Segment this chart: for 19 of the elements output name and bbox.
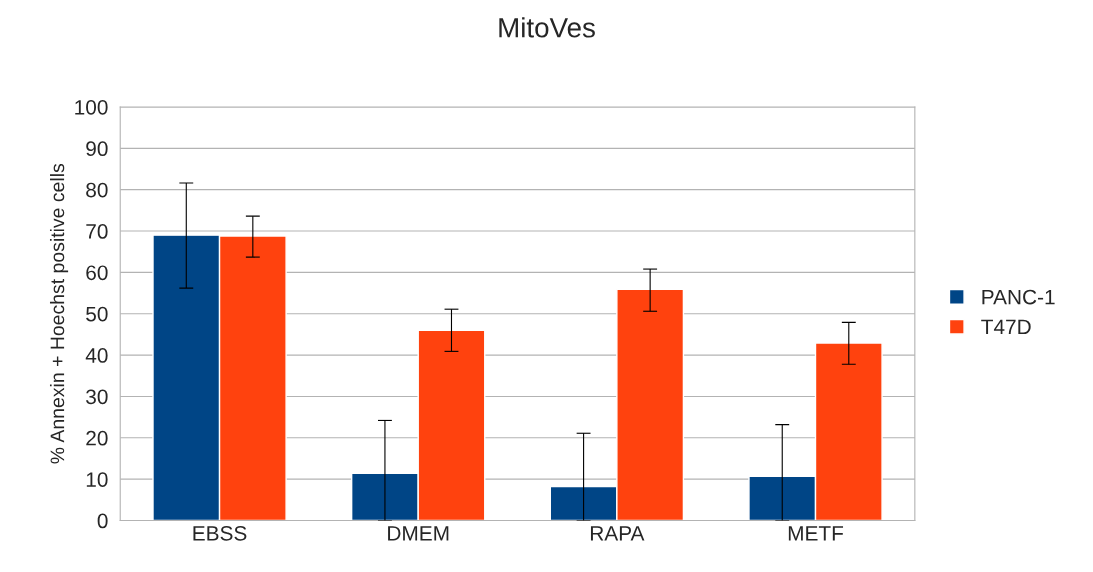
x-tick-label: RAPA xyxy=(590,526,645,541)
y-tick-label: 80 xyxy=(86,182,108,198)
y-tick-label: 40 xyxy=(85,348,108,363)
y-tick-label: 10 xyxy=(86,472,108,487)
x-tick-label: METF xyxy=(788,526,844,541)
y-tick-label: 30 xyxy=(86,389,108,405)
y-tick-label: 60 xyxy=(86,265,108,281)
chart-title: MitoVes xyxy=(499,17,595,38)
y-tick-label: 20 xyxy=(86,430,108,446)
y-tick-label: 50 xyxy=(86,306,108,322)
legend-label: PANC-1 xyxy=(982,289,1055,305)
y-tick-label: 70 xyxy=(86,224,108,239)
y-tick-label: 100 xyxy=(75,99,108,115)
x-tick-label: DMEM xyxy=(388,526,449,541)
y-tick-label: 90 xyxy=(86,141,108,157)
legend-label: T47D xyxy=(981,319,1031,335)
x-tick-label: EBSS xyxy=(193,525,247,541)
y-axis-title: % Annexin + Hoechst positive cells xyxy=(49,163,69,464)
y-tick-label: 0 xyxy=(97,513,108,529)
